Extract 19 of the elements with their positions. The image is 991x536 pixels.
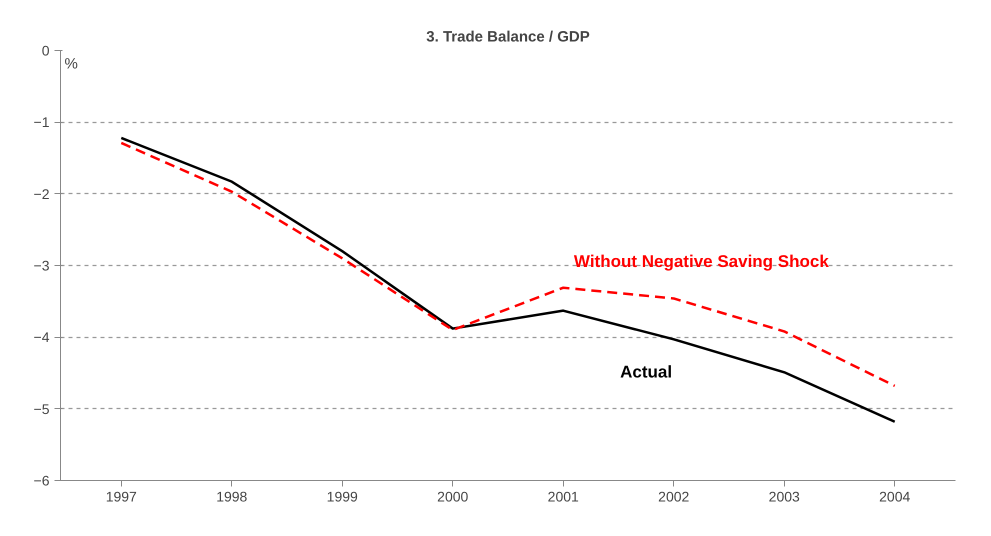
x-tick-label: 1998	[216, 488, 248, 504]
y-tick-label: −5	[34, 400, 50, 417]
series-label: Without Negative Saving Shock	[574, 252, 830, 272]
y-tick-label: −1	[34, 114, 50, 130]
y-axis-title: %	[64, 56, 78, 72]
series-label: Actual	[620, 362, 672, 382]
y-tick-label: 0	[42, 42, 50, 58]
x-tick-label: 2000	[437, 488, 469, 504]
y-tick-label: −2	[34, 186, 50, 202]
x-tick-label: 2002	[658, 488, 690, 504]
x-tick-label: 1999	[326, 488, 358, 504]
x-tick-label: 1997	[106, 488, 138, 504]
y-tick-label: −4	[34, 329, 50, 346]
x-tick-label: 2004	[879, 488, 911, 504]
y-tick-label: −6	[34, 472, 50, 488]
y-tick-label: −3	[34, 258, 50, 274]
x-tick-label: 2001	[548, 488, 580, 504]
x-tick-label: 2003	[768, 488, 800, 504]
chart-title: 3. Trade Balance / GDP	[426, 28, 590, 46]
